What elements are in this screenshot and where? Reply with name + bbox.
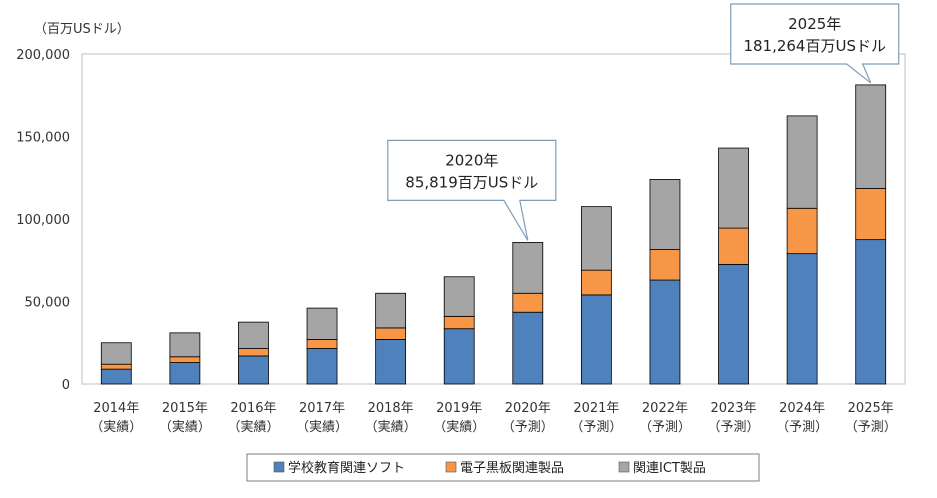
- callout-year: 2020年: [445, 151, 498, 169]
- x-tick-status: （予測）: [776, 420, 828, 435]
- x-tick-status: （予測）: [502, 420, 554, 435]
- y-axis-unit-label: （百万USドル）: [34, 22, 130, 37]
- bars: [100, 84, 887, 385]
- x-tick-status: （実績）: [227, 419, 279, 435]
- bar-segment-1: [375, 339, 407, 385]
- bar-segment-3: [649, 178, 681, 250]
- bar-segment-1: [169, 362, 201, 385]
- x-tick-status: （実績）: [90, 419, 142, 435]
- x-tick-status: （実績）: [365, 419, 417, 435]
- bar-segment-3: [718, 147, 749, 229]
- callout-year: 2025年: [788, 15, 841, 33]
- x-tick-status: （予測）: [845, 420, 897, 435]
- callout-total: 181,264百万USドル: [743, 37, 886, 55]
- legend-swatch-2: [445, 461, 457, 473]
- x-axis-ticks: 2014年 （実績） 2015年 （実績） 2016年 （実績） 2017年 （実績） 2018…: [90, 401, 896, 435]
- bar-segment-2: [169, 356, 201, 363]
- bar-segment-3: [100, 342, 132, 365]
- x-tick-year: 2016年: [230, 401, 276, 416]
- callouts: 2020年 85,819百万USドル 2025年 181,264百万USドル: [387, 3, 900, 241]
- bar-segment-2: [443, 315, 475, 330]
- x-tick-year: 2017年: [299, 401, 345, 416]
- callout-total: 85,819百万USドル: [405, 173, 538, 191]
- plot-area: [81, 53, 906, 385]
- bar-segment-3: [169, 332, 201, 358]
- y-tick-label: 200,000: [16, 48, 70, 63]
- bar-segment-1: [580, 294, 612, 385]
- bar-segment-1: [786, 253, 818, 385]
- bar-segment-1: [718, 263, 749, 385]
- callout-box: [387, 139, 557, 241]
- x-tick-year: 2015年: [162, 401, 208, 416]
- bar-segment-2: [580, 269, 612, 296]
- y-tick-label: 50,000: [25, 296, 71, 311]
- y-tick-label: 100,000: [16, 213, 70, 228]
- x-tick-year: 2020年: [505, 401, 551, 416]
- x-tick-year: 2025年: [848, 401, 894, 416]
- callout-box: [730, 3, 900, 84]
- x-tick-status: （予測）: [639, 420, 691, 435]
- x-tick-year: 2019年: [436, 401, 482, 416]
- bar-segment-2: [375, 327, 407, 340]
- bar-segment-3: [306, 307, 338, 340]
- legend-label-2: 電子黒板関連製品: [460, 461, 564, 476]
- bar-segment-2: [855, 188, 887, 241]
- bar-segment-2: [238, 348, 269, 357]
- x-tick-status: （予測）: [570, 420, 622, 435]
- bar-segment-3: [512, 241, 544, 294]
- x-tick-status: （予測）: [708, 420, 760, 435]
- bar-segment-1: [100, 368, 132, 385]
- legend-swatch-3: [618, 461, 630, 473]
- x-tick-status: （実績）: [159, 419, 211, 435]
- y-tick-label: 0: [62, 378, 70, 393]
- bar-segment-3: [238, 321, 269, 349]
- bar-segment-3: [580, 206, 612, 271]
- bar-segment-2: [649, 249, 681, 281]
- bar-segment-1: [512, 311, 544, 385]
- x-tick-status: （実績）: [296, 419, 348, 435]
- legend-label-1: 学校教育関連ソフト: [288, 460, 405, 476]
- x-tick-year: 2024年: [779, 401, 825, 416]
- legend-box: [246, 453, 760, 482]
- bar-segment-1: [306, 348, 338, 385]
- bar-segment-2: [100, 363, 132, 370]
- bar-segment-2: [512, 292, 544, 313]
- bar-segment-2: [786, 207, 818, 255]
- x-tick-year: 2014年: [93, 401, 139, 416]
- x-tick-year: 2018年: [368, 401, 414, 416]
- plot-border: [81, 53, 906, 385]
- x-tick-year: 2023年: [710, 401, 756, 416]
- legend: 学校教育関連ソフト 電子黒板関連製品 関連ICT製品: [246, 453, 760, 482]
- bar-segment-3: [443, 276, 475, 317]
- bar-segment-3: [855, 84, 887, 189]
- bar-segment-1: [649, 279, 681, 385]
- bar-segment-2: [718, 227, 749, 265]
- y-tick-label: 150,000: [16, 131, 70, 146]
- bar-segment-1: [443, 328, 475, 385]
- bar-segment-1: [855, 239, 887, 385]
- bar-segment-3: [786, 115, 818, 209]
- x-tick-status: （実績）: [433, 419, 485, 435]
- y-axis-ticks: 0 50,000 100,000 150,000 200,000: [16, 48, 70, 393]
- legend-label-3: 関連ICT製品: [633, 461, 706, 476]
- legend-swatch-1: [273, 461, 285, 473]
- bar-segment-3: [375, 292, 407, 329]
- bar-segment-1: [238, 355, 269, 385]
- bar-segment-2: [306, 339, 338, 349]
- x-tick-year: 2021年: [573, 401, 619, 416]
- x-tick-year: 2022年: [642, 401, 688, 416]
